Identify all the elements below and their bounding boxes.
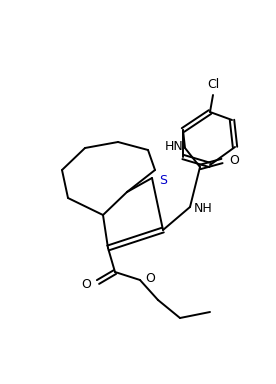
Text: NH: NH xyxy=(194,202,213,215)
Text: O: O xyxy=(145,271,155,285)
Text: O: O xyxy=(81,278,91,291)
Text: O: O xyxy=(229,154,239,167)
Text: S: S xyxy=(159,174,167,187)
Text: Cl: Cl xyxy=(207,78,219,91)
Text: HN: HN xyxy=(164,141,183,154)
